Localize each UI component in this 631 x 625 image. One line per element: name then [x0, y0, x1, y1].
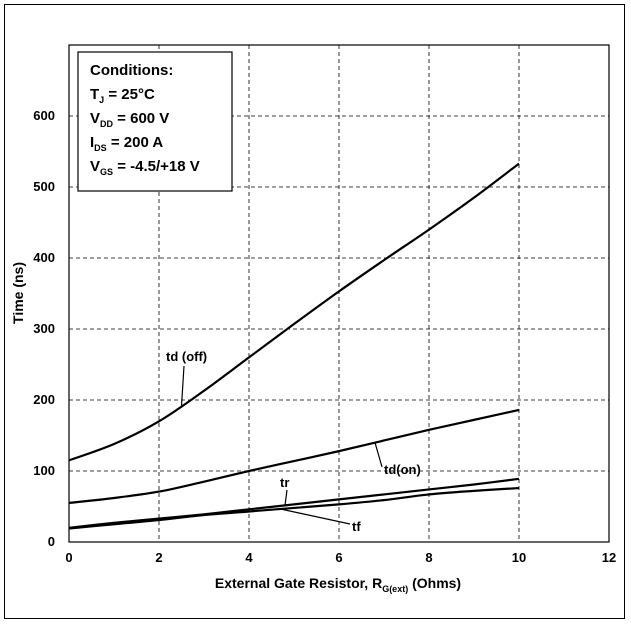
- label-leader-2: [284, 489, 288, 506]
- x-tick-labels: 0 2 4 6 8 10 12: [65, 550, 616, 565]
- condition-ids: IDS = 200 A: [90, 134, 163, 153]
- label-leaders: [180, 365, 383, 525]
- conditions-box-border: [77, 51, 233, 192]
- series-line-0: [68, 162, 520, 462]
- y-tick-label: 600: [33, 108, 55, 123]
- y-tick-label: 500: [33, 179, 55, 194]
- x-tick-label: 0: [65, 550, 72, 565]
- x-tick-label: 4: [245, 550, 253, 565]
- y-axis-title: Time (ns): [10, 262, 26, 324]
- series-label-1: td(on): [384, 462, 421, 477]
- condition-vgs: VGS = -4.5/+18 V: [90, 158, 200, 177]
- series-labels: td (off) td(on) tr tf: [166, 349, 421, 534]
- x-tick-label: 8: [425, 550, 432, 565]
- condition-tj: TJ = 25°C: [90, 86, 155, 105]
- conditions-box: Conditions: TJ = 25°C VDD = 600 V IDS = …: [77, 51, 233, 192]
- conditions-title: Conditions:: [90, 62, 173, 79]
- series-lines: [68, 162, 520, 530]
- x-tick-label: 2: [155, 550, 162, 565]
- x-tick-label: 12: [602, 550, 616, 565]
- series-label-3: tf: [352, 519, 361, 534]
- series-line-2: [68, 477, 520, 529]
- y-tick-labels: 0 100 200 300 400 500 600: [33, 108, 55, 549]
- y-tick-label: 0: [48, 534, 55, 549]
- x-tick-label: 10: [512, 550, 526, 565]
- y-tick-label: 100: [33, 463, 55, 478]
- series-line-1: [68, 408, 520, 505]
- label-leader-1: [374, 442, 383, 468]
- series-label-0: td (off): [166, 349, 207, 364]
- series-line-3: [68, 486, 520, 530]
- label-leader-0: [180, 365, 185, 407]
- y-tick-label: 400: [33, 250, 55, 265]
- y-tick-label: 200: [33, 392, 55, 407]
- grid: [69, 45, 609, 542]
- y-tick-label: 300: [33, 321, 55, 336]
- x-tick-label: 6: [335, 550, 342, 565]
- label-leader-3: [280, 508, 351, 525]
- condition-vdd: VDD = 600 V: [90, 110, 169, 129]
- series-label-2: tr: [280, 475, 289, 490]
- x-axis-title: External Gate Resistor, RG(ext) (Ohms): [215, 575, 461, 594]
